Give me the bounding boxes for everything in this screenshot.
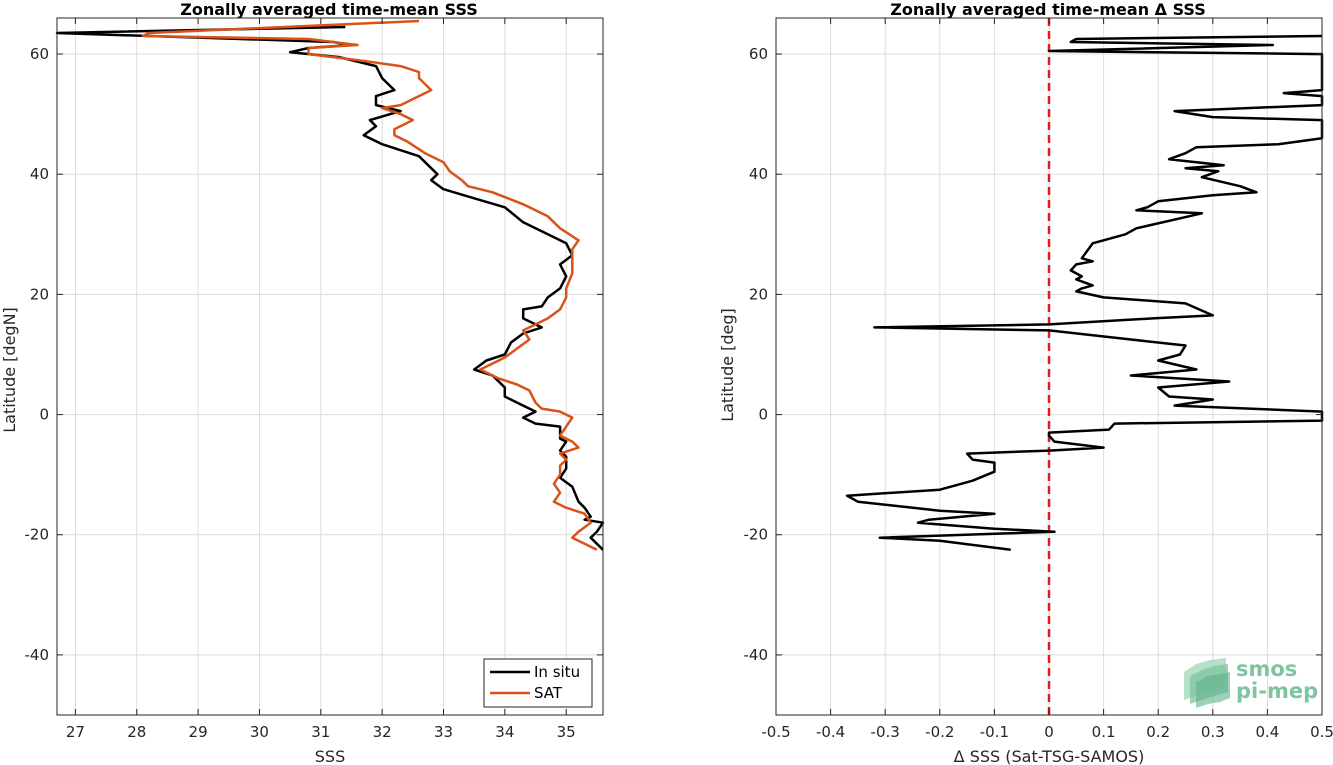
left-x-tick-label: 33 <box>434 723 453 741</box>
left-y-tick-label: -20 <box>25 526 50 544</box>
left-series-line-in-situ <box>55 25 605 551</box>
left-series-line-sat <box>141 19 598 551</box>
left-y-tick-label: 60 <box>30 45 49 63</box>
left-x-tick-label: 35 <box>557 723 576 741</box>
left-x-tick-label: 31 <box>311 723 330 741</box>
left-axes-frame <box>56 17 604 716</box>
right-x-tick-label: 0.4 <box>1255 723 1279 741</box>
left-y-tick-label: -40 <box>25 646 50 664</box>
logo-text-pi-mep: pi-mep <box>1236 679 1318 703</box>
logo-text-smos: smos <box>1236 657 1297 681</box>
right-x-axis-label: Δ SSS (Sat-TSG-SAMOS) <box>954 747 1145 765</box>
right-x-tick-label: -0.1 <box>980 723 1009 741</box>
left-x-tick-label: 32 <box>373 723 392 741</box>
right-x-tick-label: -0.4 <box>816 723 845 741</box>
right-y-tick-label: 40 <box>749 165 768 183</box>
legend-label-insitu: In situ <box>534 663 580 681</box>
left-panel: Zonally averaged time-mean SSS 27 28 29 30 3… <box>0 0 605 765</box>
smos-pi-mep-logo: smos pi-mep <box>1184 657 1318 708</box>
right-series <box>845 34 1324 552</box>
left-y-tick-label: 20 <box>30 285 49 303</box>
left-ticks: 27 28 29 30 31 32 33 34 35 -40 -20 0 20 40 60 <box>25 18 603 741</box>
right-y-tick-label: 0 <box>758 406 768 424</box>
right-y-tick-label: -20 <box>744 526 769 544</box>
right-y-tick-label: -40 <box>744 646 769 664</box>
left-y-tick-label: 40 <box>30 165 49 183</box>
left-x-tick-label: 29 <box>189 723 208 741</box>
right-ticks: -0.5 -0.4 -0.3 -0.2 -0.1 0 0.1 0.2 0.3 0.4 0.5 -40 -… <box>744 18 1333 741</box>
right-y-axis-label: Latitude [deg] <box>718 308 737 422</box>
right-x-tick-label: 0 <box>1044 723 1054 741</box>
left-y-tick-label: 0 <box>39 406 49 424</box>
right-x-tick-label: 0.3 <box>1201 723 1225 741</box>
legend-label-sat: SAT <box>534 684 563 702</box>
left-chart-title: Zonally averaged time-mean SSS <box>180 0 478 19</box>
right-x-tick-label: 0.5 <box>1310 723 1333 741</box>
right-y-tick-label: 20 <box>749 285 768 303</box>
right-y-tick-label: 60 <box>749 45 768 63</box>
left-x-tick-label: 34 <box>495 723 514 741</box>
logo-waves-icon <box>1184 658 1230 708</box>
legend: In situ SAT <box>483 658 593 708</box>
left-x-tick-label: 27 <box>66 723 85 741</box>
right-x-tick-label: -0.2 <box>925 723 954 741</box>
right-series-line-0 <box>845 34 1324 552</box>
right-x-tick-label: -0.5 <box>761 723 790 741</box>
left-x-axis-label: SSS <box>315 747 345 765</box>
legend-box <box>483 658 593 708</box>
left-x-tick-label: 28 <box>127 723 146 741</box>
right-x-tick-label: 0.1 <box>1092 723 1116 741</box>
right-x-tick-label: 0.2 <box>1146 723 1170 741</box>
left-grid <box>57 18 603 715</box>
left-series <box>55 19 605 551</box>
right-panel: Zonally averaged time-mean Δ SSS -0.5 -0.… <box>718 0 1333 765</box>
left-y-axis-label: Latitude [degN] <box>0 307 19 433</box>
right-chart-title: Zonally averaged time-mean Δ SSS <box>890 0 1206 19</box>
right-x-tick-label: -0.3 <box>871 723 900 741</box>
left-x-tick-label: 30 <box>250 723 269 741</box>
